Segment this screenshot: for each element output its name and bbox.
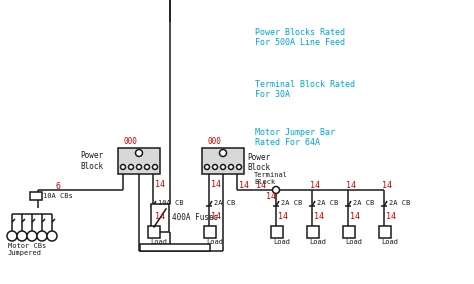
Circle shape <box>212 164 218 170</box>
Circle shape <box>7 231 17 241</box>
Text: 14: 14 <box>155 212 165 221</box>
Circle shape <box>27 231 37 241</box>
Text: Power
Block: Power Block <box>80 151 103 171</box>
Text: 14: 14 <box>314 212 324 221</box>
Circle shape <box>273 187 280 193</box>
Bar <box>202 148 244 174</box>
Text: 10A CB: 10A CB <box>158 200 183 206</box>
Text: 14: 14 <box>256 181 266 190</box>
Text: Terminal Block Rated
For 30A: Terminal Block Rated For 30A <box>255 80 355 99</box>
Text: Load: Load <box>309 239 326 245</box>
Circle shape <box>136 149 143 156</box>
Bar <box>140 244 210 251</box>
Bar <box>30 192 42 200</box>
Text: Load: Load <box>206 239 223 245</box>
Text: Motor Jumper Bar
Rated For 64A: Motor Jumper Bar Rated For 64A <box>255 128 335 147</box>
Text: Load: Load <box>345 239 362 245</box>
Text: 14: 14 <box>239 181 249 190</box>
Text: 14: 14 <box>266 192 276 201</box>
Text: 14: 14 <box>382 181 392 190</box>
Text: Motor CBs
Jumpered: Motor CBs Jumpered <box>8 243 46 256</box>
Text: 14: 14 <box>350 212 360 221</box>
Text: Power Blocks Rated
For 500A Line Feed: Power Blocks Rated For 500A Line Feed <box>255 28 345 47</box>
Circle shape <box>220 164 226 170</box>
Text: 2A CB: 2A CB <box>353 200 374 206</box>
Circle shape <box>145 164 149 170</box>
Bar <box>204 226 216 238</box>
Circle shape <box>137 164 142 170</box>
Text: 10A CBs: 10A CBs <box>43 193 73 199</box>
Text: 2A CB: 2A CB <box>317 200 338 206</box>
Circle shape <box>237 164 241 170</box>
Circle shape <box>228 164 234 170</box>
Text: 2A CB: 2A CB <box>389 200 410 206</box>
Text: Load: Load <box>381 239 398 245</box>
Text: 2A CB: 2A CB <box>281 200 302 206</box>
Circle shape <box>204 164 210 170</box>
Circle shape <box>17 231 27 241</box>
Text: 400A Fuses: 400A Fuses <box>172 214 218 222</box>
Text: 14: 14 <box>386 212 396 221</box>
Text: Terminal
Block: Terminal Block <box>254 172 288 185</box>
Bar <box>118 148 160 174</box>
Bar <box>151 204 169 232</box>
Text: 14: 14 <box>310 181 320 190</box>
Bar <box>343 226 355 238</box>
Text: 000: 000 <box>123 137 137 146</box>
Bar <box>379 226 391 238</box>
Text: Power
Block: Power Block <box>247 153 270 172</box>
Bar <box>271 226 283 238</box>
Text: Load: Load <box>150 239 167 245</box>
Text: 14: 14 <box>211 212 221 221</box>
Text: 2A CB: 2A CB <box>214 200 235 206</box>
Text: 14: 14 <box>211 180 221 189</box>
Circle shape <box>120 164 126 170</box>
Circle shape <box>219 149 227 156</box>
Circle shape <box>128 164 134 170</box>
Text: 14: 14 <box>278 212 288 221</box>
Bar <box>148 226 160 238</box>
Text: 14: 14 <box>155 180 165 189</box>
Text: 000: 000 <box>207 137 221 146</box>
Circle shape <box>47 231 57 241</box>
Text: 14: 14 <box>346 181 356 190</box>
Circle shape <box>37 231 47 241</box>
Text: 6: 6 <box>55 182 60 191</box>
Bar <box>307 226 319 238</box>
Text: Load: Load <box>273 239 290 245</box>
Circle shape <box>153 164 157 170</box>
